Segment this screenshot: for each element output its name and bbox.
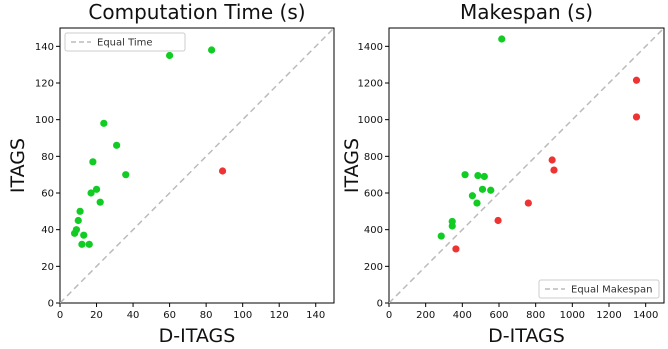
data-point-green	[461, 171, 469, 179]
y-tick-label: 1000	[358, 115, 383, 126]
x-axis-label: D-ITAGS	[159, 325, 236, 347]
y-tick-label: 20	[41, 262, 54, 273]
data-point-green	[122, 171, 130, 179]
data-point-green	[87, 189, 95, 197]
data-point-green	[74, 216, 82, 225]
y-tick-label: 200	[364, 262, 383, 273]
data-point-green	[92, 185, 101, 193]
data-point-red	[632, 113, 641, 121]
x-tick-label: 400	[453, 310, 472, 321]
y-tick-label: 0	[48, 299, 54, 310]
y-axis-label: ITAGS	[341, 138, 363, 193]
x-tick-label: 1200	[596, 310, 621, 321]
x-tick-label: 120	[270, 310, 289, 321]
data-point-green	[437, 232, 445, 240]
y-tick-label: 100	[35, 115, 54, 126]
x-tick-label: 200	[416, 310, 435, 321]
data-point-green	[89, 158, 97, 166]
data-point-red	[524, 199, 532, 207]
y-tick-label: 400	[364, 225, 383, 236]
data-point-red	[632, 76, 641, 84]
y-tick-label: 60	[41, 189, 54, 200]
data-point-green	[498, 35, 506, 43]
data-point-green	[113, 141, 121, 149]
y-tick-label: 40	[41, 225, 54, 236]
y-tick-label: 1400	[358, 42, 383, 53]
x-tick-label: 600	[489, 310, 508, 321]
x-tick-label: 140	[306, 310, 325, 321]
x-tick-label: 1000	[560, 310, 585, 321]
axes-frame	[388, 27, 665, 304]
y-tick-label: 140	[35, 42, 54, 53]
data-point-green	[78, 240, 86, 248]
x-tick-label: 0	[57, 310, 63, 321]
y-tick-label: 800	[364, 152, 383, 163]
data-point-red	[548, 156, 556, 164]
data-point-red	[452, 245, 460, 253]
y-tick-label: 0	[377, 299, 383, 310]
y-tick-label: 1200	[358, 79, 383, 90]
legend-box	[538, 279, 660, 299]
computation-time-panel: 0 20 40 60 80 100 120 140 0 20 40 60 80 100 120 140 Equa…	[7, 0, 335, 347]
y-axis-label: ITAGS	[7, 138, 29, 193]
data-point-green	[487, 186, 495, 194]
equality-line	[388, 27, 665, 304]
x-tick-label: 1400	[633, 310, 658, 321]
x-tick-label: 800	[526, 310, 545, 321]
legend-label: Equal Makespan	[571, 285, 652, 296]
x-axis-label: D-ITAGS	[488, 325, 565, 347]
data-point-green	[72, 226, 81, 234]
y-tick-label: 80	[41, 152, 54, 163]
legend-label: Equal Time	[97, 38, 153, 49]
makespan-panel: 0 200 400 600 800 1000 1200 1400 0 200 400 600 800 10…	[341, 0, 665, 347]
data-point-green	[474, 171, 482, 180]
data-point-green	[76, 207, 84, 215]
legend: Equal Makespan	[538, 279, 660, 299]
data-point-green	[100, 119, 108, 127]
x-tick-label: 0	[386, 310, 392, 321]
legend-box	[64, 32, 186, 52]
y-tick-label: 120	[35, 79, 54, 90]
x-tick-label: 80	[200, 310, 213, 321]
data-point-green	[448, 217, 456, 226]
data-point-green	[468, 192, 477, 200]
chart-title: Makespan (s)	[460, 0, 593, 24]
x-tick-label: 20	[90, 310, 103, 321]
data-point-green	[473, 199, 481, 207]
x-tick-label: 60	[163, 310, 176, 321]
data-point-green	[478, 185, 487, 193]
data-point-green	[208, 46, 216, 54]
data-point-green	[80, 231, 88, 239]
legend: Equal Time	[64, 32, 186, 52]
data-point-green	[85, 240, 93, 248]
equality-line	[59, 27, 335, 304]
data-point-green	[96, 198, 104, 206]
data-point-green	[166, 51, 174, 60]
data-point-green	[480, 172, 488, 181]
data-point-red	[218, 167, 227, 175]
axes-frame	[59, 27, 335, 304]
data-point-red	[550, 166, 558, 174]
x-tick-label: 100	[233, 310, 252, 321]
data-point-red	[494, 216, 502, 225]
chart-title: Computation Time (s)	[88, 0, 305, 24]
y-tick-label: 600	[364, 189, 383, 200]
x-tick-label: 40	[127, 310, 140, 321]
